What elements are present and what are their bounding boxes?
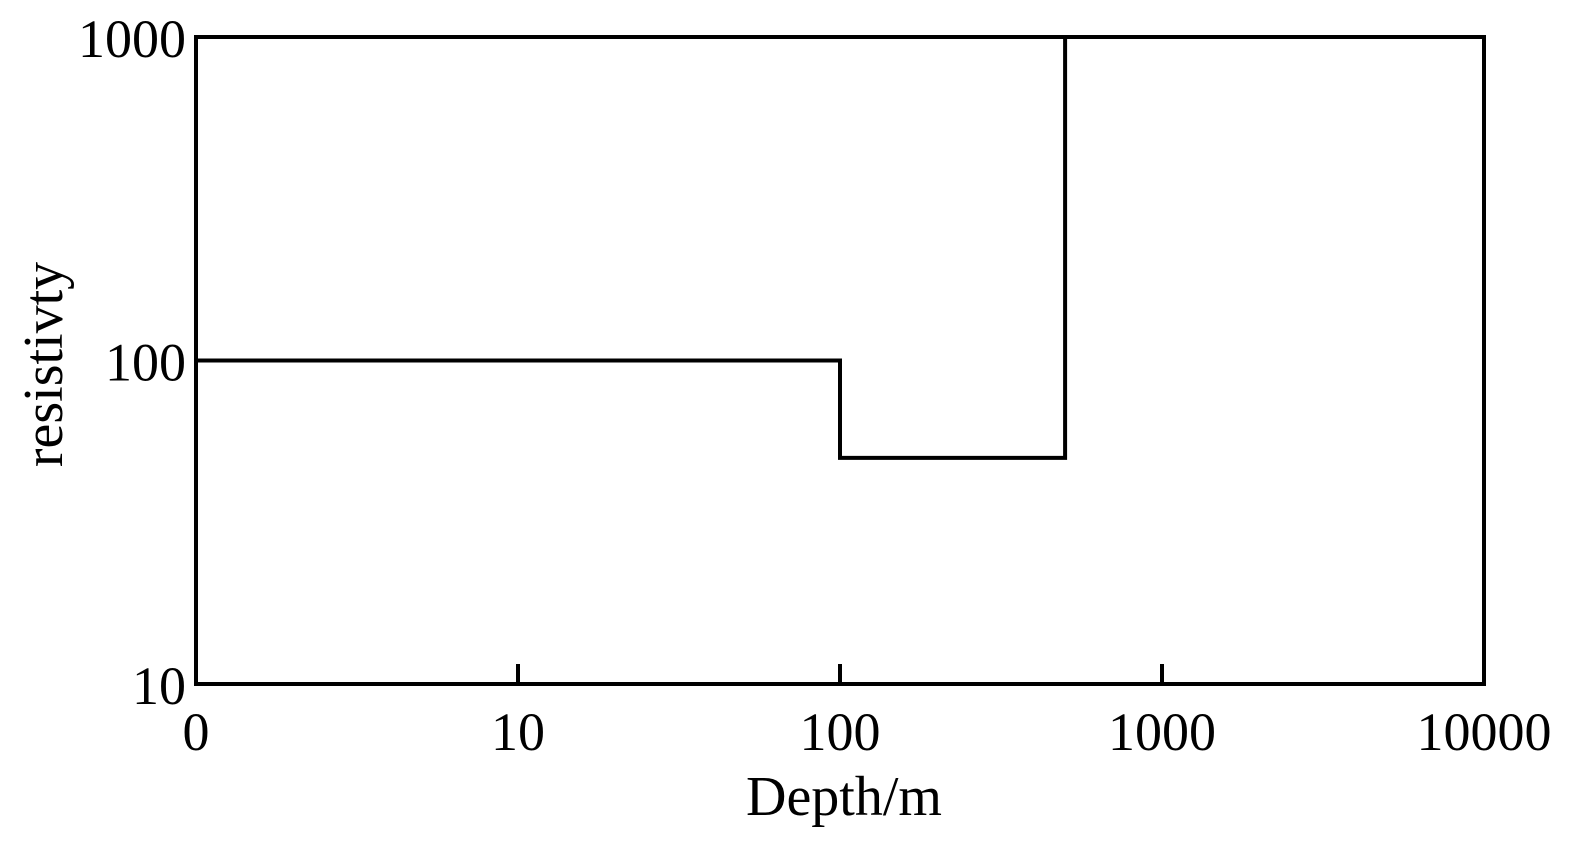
x-tick-label: 1000 [1108,702,1216,762]
x-tick-label: 10 [491,702,545,762]
x-tick-labels: 0 10 100 1000 10000 [183,702,1552,762]
ticks-layer [516,664,1164,684]
x-axis-label: Depth/m [746,766,942,828]
y-axis-label: resistivty [13,262,75,467]
y-tick-labels: 10 100 1000 [78,9,186,716]
series-layer [196,37,1068,460]
x-tick-label: 100 [800,702,881,762]
x-tick-label: 10000 [1417,702,1552,762]
series-line [196,37,1068,460]
y-tick-label: 100 [105,333,186,393]
x-tick-label: 0 [183,702,210,762]
y-tick-label: 10 [132,656,186,716]
plot-frame [194,35,1486,686]
y-tick-label: 1000 [78,9,186,69]
